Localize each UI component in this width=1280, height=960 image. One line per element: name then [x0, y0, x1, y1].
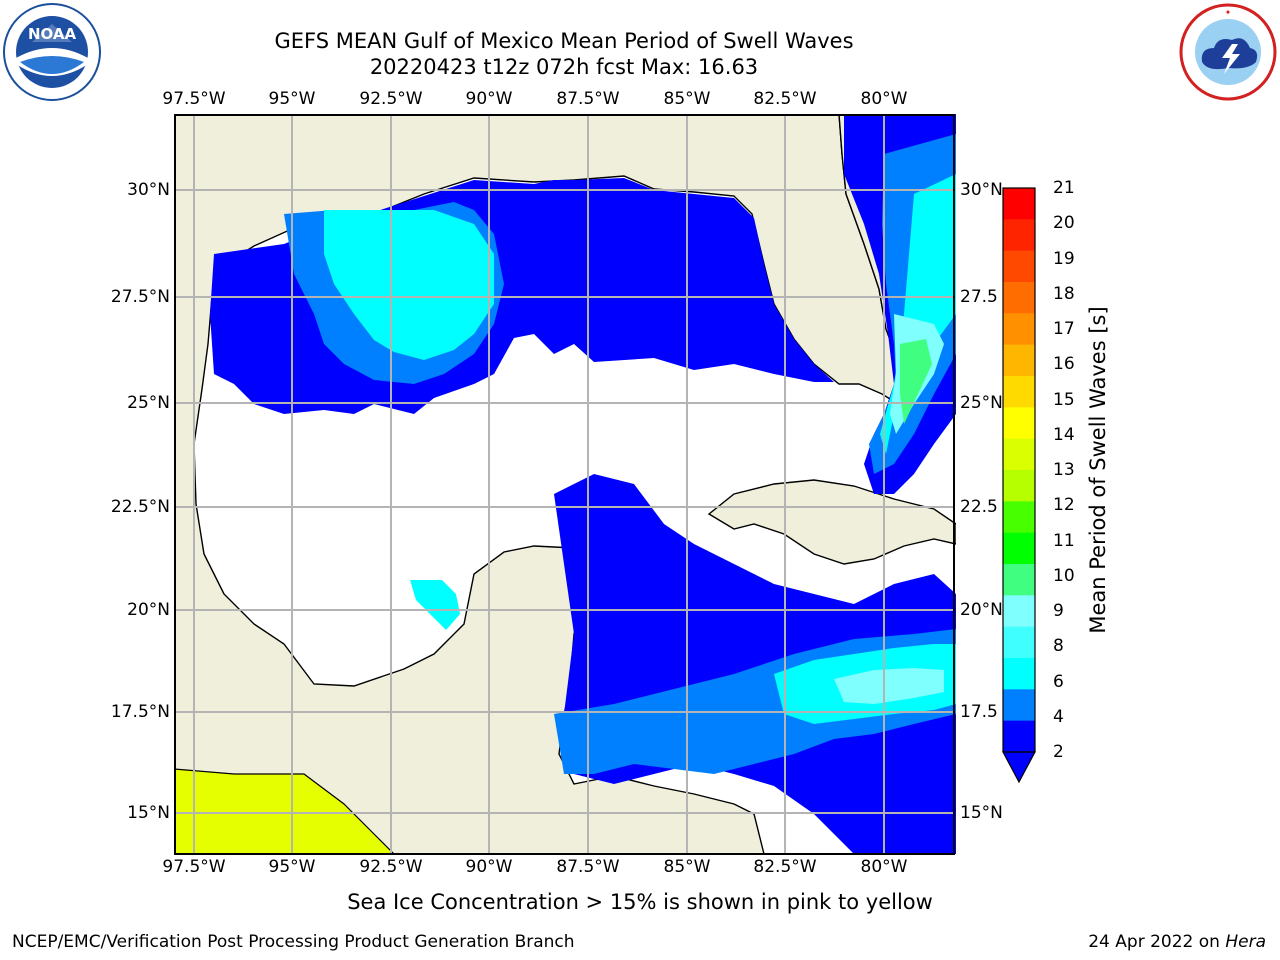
- sea-ice-note: Sea Ice Concentration > 15% is shown in …: [347, 890, 933, 914]
- map-subtitle: 20220423 t12z 072h fcst Max: 16.63: [369, 55, 759, 79]
- lon-label-top: 85°W: [663, 89, 711, 109]
- lon-label-top: 87.5°W: [556, 89, 620, 109]
- lat-label-right: 22.5: [960, 497, 998, 517]
- colorbar-swatch: [1003, 344, 1035, 377]
- lon-label-bottom: 92.5°W: [359, 857, 423, 877]
- colorbar-swatch: [1003, 564, 1035, 596]
- lat-label-left: 27.5°N: [110, 287, 170, 307]
- lat-label-left: 25°N: [127, 393, 170, 413]
- lat-label-left: 22.5°N: [110, 497, 170, 517]
- lat-label-right: 25°N: [960, 393, 1003, 413]
- lon-label-bottom: 87.5°W: [556, 857, 620, 877]
- colorbar-tick-label: 6: [1053, 671, 1064, 692]
- colorbar-tick-label: 21: [1053, 178, 1075, 198]
- lon-label-bottom: 85°W: [663, 857, 711, 877]
- colorbar-swatch: [1003, 188, 1035, 220]
- colorbar-tick-label: 19: [1053, 248, 1075, 269]
- footer-host: Hera: [1225, 932, 1266, 952]
- lon-label-bottom: 80°W: [860, 857, 908, 877]
- lat-label-left: 30°N: [127, 180, 170, 200]
- lat-label-right: 27.5: [960, 287, 998, 307]
- lon-label-top: 82.5°W: [753, 89, 817, 109]
- map-title: GEFS MEAN Gulf of Mexico Mean Period of …: [274, 29, 854, 53]
- colorbar-swatch: [1003, 595, 1035, 628]
- lon-label-top: 97.5°W: [162, 89, 226, 109]
- colorbar-swatch: [1003, 689, 1035, 722]
- lon-label-top: 95°W: [268, 89, 316, 109]
- noaa-logo: NOAA: [2, 2, 102, 106]
- lon-label-top: 92.5°W: [359, 89, 423, 109]
- lat-label-left: 20°N: [127, 600, 170, 620]
- colorbar-tick-label: 11: [1053, 530, 1075, 551]
- footer-date: 24 Apr 2022 on Hera: [1088, 932, 1266, 952]
- colorbar-swatch: [1003, 250, 1035, 283]
- lon-label-top: 80°W: [860, 89, 908, 109]
- colorbar-tick-label: 16: [1053, 354, 1075, 375]
- colorbar: [1000, 186, 1040, 790]
- colorbar-tick-label: 8: [1053, 636, 1064, 657]
- colorbar-tick-label: 17: [1053, 319, 1075, 339]
- colorbar-swatch: [1003, 313, 1035, 346]
- colorbar-tick-label: 20: [1053, 213, 1075, 234]
- land-cuba: [707, 479, 957, 565]
- colorbar-swatch: [1003, 501, 1035, 534]
- footer-producer: NCEP/EMC/Verification Post Processing Pr…: [12, 932, 575, 952]
- colorbar-swatch: [1003, 626, 1035, 659]
- colorbar-swatch: [1003, 219, 1035, 252]
- colorbar-tick-label: 14: [1053, 424, 1075, 445]
- lat-label-left: 17.5°N: [110, 702, 170, 722]
- colorbar-tick-label: 12: [1053, 495, 1075, 516]
- colorbar-swatch: [1003, 407, 1035, 440]
- colorbar-swatch: [1003, 376, 1035, 408]
- lon-label-bottom: 82.5°W: [753, 857, 817, 877]
- colorbar-swatch: [1003, 470, 1035, 502]
- colorbar-tick-label: 10: [1053, 565, 1075, 586]
- colorbar-swatch: [1003, 658, 1035, 690]
- colorbar-tick-label: 13: [1053, 460, 1075, 480]
- lat-label-right: 30°N: [960, 180, 1003, 200]
- colorbar-swatch: [1003, 438, 1035, 471]
- lat-label-right: 20°N: [960, 600, 1003, 620]
- colorbar-swatch: [1003, 532, 1035, 565]
- lat-label-left: 15°N: [127, 803, 170, 823]
- lat-label-right: 17.5: [960, 702, 998, 722]
- noaa-wordmark: NOAA: [28, 25, 77, 43]
- footer-date-text: 24 Apr 2022 on: [1088, 932, 1226, 952]
- colorbar-tick-label: 2: [1053, 742, 1064, 762]
- colorbar-title: Mean Period of Swell Waves [s]: [1086, 306, 1110, 634]
- colorbar-swatch: [1003, 720, 1035, 753]
- gulf-of-mexico-map: [173, 113, 957, 860]
- lat-label-right: 15°N: [960, 803, 1003, 823]
- svg-text:✦: ✦: [1225, 8, 1232, 17]
- colorbar-tick-label: 15: [1053, 389, 1075, 410]
- colorbar-tick-label: 4: [1053, 706, 1064, 727]
- colorbar-swatch: [1003, 282, 1035, 314]
- nws-logo: ✦: [1178, 2, 1278, 106]
- lon-label-bottom: 97.5°W: [162, 857, 226, 877]
- colorbar-tick-label: 18: [1053, 283, 1075, 304]
- colorbar-tick-label: 9: [1053, 601, 1064, 621]
- lon-label-bottom: 90°W: [465, 857, 513, 877]
- lon-label-top: 90°W: [465, 89, 513, 109]
- lon-label-bottom: 95°W: [268, 857, 316, 877]
